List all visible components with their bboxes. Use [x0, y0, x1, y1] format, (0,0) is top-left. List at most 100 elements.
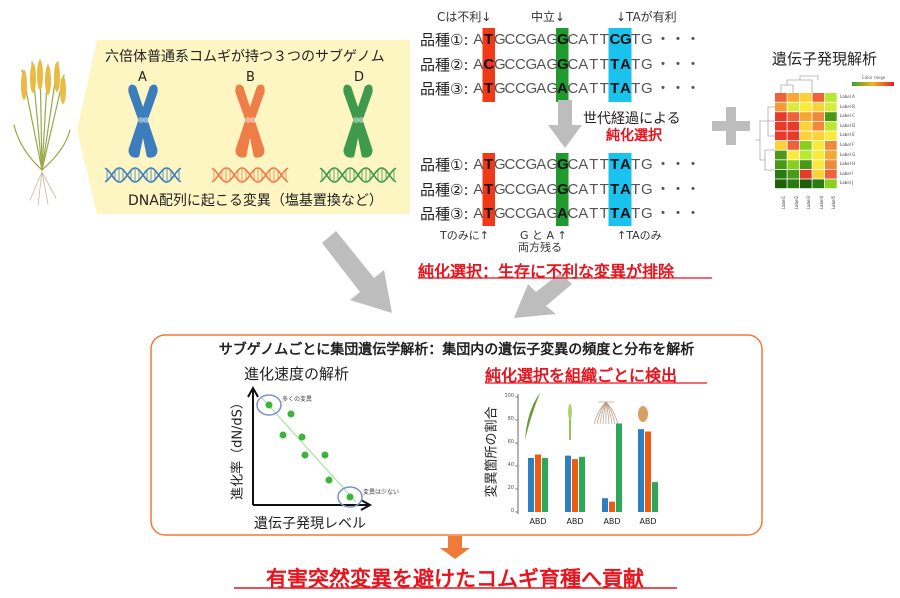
heatmap-cell	[787, 160, 800, 169]
heatmap-cell	[812, 131, 825, 141]
nucleotide: T	[589, 80, 599, 97]
nucleotide: T	[599, 181, 609, 198]
heatmap-cell	[800, 179, 812, 189]
nucleotide: C	[515, 31, 526, 48]
nucleotide: A	[473, 31, 484, 48]
bar	[572, 459, 578, 512]
highlight-circle	[337, 486, 363, 508]
nucleotide: G	[494, 156, 506, 173]
nucleotide: C	[515, 181, 526, 198]
heatmap-cell	[800, 121, 812, 131]
heatmap-col-label: Label2	[793, 195, 799, 210]
bar	[616, 423, 622, 512]
nucleotide: G	[525, 31, 538, 48]
heatmap-cell	[825, 121, 837, 131]
scatter-point	[298, 433, 306, 441]
mutation-caption: DNA配列に起こる変異（塩基置換など）	[128, 193, 383, 209]
heatmap-cell	[787, 93, 800, 102]
dna-helix-icon	[319, 167, 397, 183]
nucleotide: T	[589, 205, 599, 222]
nucleotide: A	[536, 31, 547, 48]
dna-helix-icon	[211, 167, 289, 183]
scatter-point	[325, 476, 333, 484]
nucleotide: C	[567, 31, 579, 48]
highlight-column-red	[482, 153, 495, 226]
heatmap-row-label: Label H	[840, 161, 856, 167]
nucleotide: G	[641, 56, 653, 73]
nucleotide: A	[620, 56, 631, 73]
nucleotide: C	[504, 205, 516, 222]
heatmap-cell	[825, 102, 837, 112]
heatmap-cell	[787, 112, 800, 121]
highlight-circle	[256, 394, 282, 416]
nucleotide: A	[578, 56, 589, 73]
scatter-point	[287, 410, 295, 418]
bar	[535, 454, 541, 512]
nucleotide: T	[610, 205, 620, 222]
sequence-row: 品種①: A T G C C G A G G C A T T T A T G ・・・	[420, 154, 701, 176]
flow-arrows	[322, 100, 750, 318]
nucleotide: C	[504, 80, 516, 97]
heatmap-cell	[825, 141, 837, 150]
nucleotide: C	[504, 56, 516, 73]
nucleotide: T	[610, 181, 620, 198]
nucleotide: A	[473, 56, 484, 73]
sequence-row: 品種③: A T G C C G A G A C A T T T A T G ・・・	[420, 203, 701, 225]
heatmap-cell	[800, 102, 812, 112]
nucleotide: T	[484, 181, 494, 198]
nucleotide: G	[494, 181, 506, 198]
nucleotide: G	[557, 181, 569, 198]
nucleotide: C	[504, 31, 516, 48]
nucleotide: G	[525, 205, 538, 222]
down-arrow-icon	[548, 100, 582, 148]
nucleotide: A	[578, 31, 589, 48]
nucleotide: G	[641, 205, 653, 222]
category-label: ABD	[603, 517, 621, 526]
sequence-row: 品種③: A T G C C G A G A C A T T T A T G ・・・	[420, 78, 701, 100]
nucleotide: G	[620, 31, 632, 48]
variety-label: 品種③:	[420, 205, 469, 223]
bar	[542, 457, 548, 512]
heatmap-cell	[787, 150, 800, 160]
nucleotide: T	[589, 56, 599, 73]
heatmap-cell	[812, 150, 825, 160]
nucleotide: T	[589, 31, 599, 48]
heatmap-col-label: Label3	[806, 195, 812, 210]
nucleotide: G	[546, 181, 559, 198]
nucleotide: A	[578, 156, 589, 173]
heatmap-cell	[775, 150, 787, 160]
nucleotide: T	[631, 80, 641, 97]
y-tick-label: 20	[507, 485, 514, 491]
heatmap-cell	[775, 141, 787, 150]
nucleotide: T	[484, 156, 494, 173]
scatter-point	[321, 451, 329, 459]
sequence-ellipsis: ・・・	[655, 80, 701, 97]
nucleotide: G	[494, 205, 506, 222]
nucleotide: G	[546, 31, 559, 48]
heatmap-cell	[825, 179, 837, 189]
purifying-selection-label: 純化選択	[606, 128, 662, 144]
heatmap-cell	[825, 169, 837, 179]
subgenome-label-d: D	[354, 70, 365, 85]
nucleotide: G	[494, 31, 506, 48]
nucleotide: C	[515, 156, 526, 173]
heatmap-row-label: Label E	[840, 132, 855, 138]
nucleotide: A	[473, 205, 484, 222]
nucleotide: C	[567, 56, 579, 73]
heatmap-cell	[787, 179, 800, 189]
scatter-x-label: 遺伝子発現レベル	[254, 516, 366, 532]
diagonal-arrow-icon	[514, 273, 572, 318]
heatmap-cell	[825, 131, 837, 141]
wheat-plant-illustration	[13, 59, 71, 206]
nucleotide: T	[631, 181, 641, 198]
category-label: ABD	[529, 517, 547, 526]
variety-label: 品種②:	[420, 56, 469, 74]
color-range-legend	[852, 82, 894, 86]
nucleotide: A	[536, 80, 547, 97]
highlight-column-green	[556, 153, 569, 226]
nucleotide: T	[599, 156, 609, 173]
nucleotide: C	[567, 181, 579, 198]
heatmap-row-label: Label G	[840, 151, 856, 157]
subgenome-label-b: B	[246, 70, 255, 85]
highlight-column-blue	[608, 28, 632, 102]
